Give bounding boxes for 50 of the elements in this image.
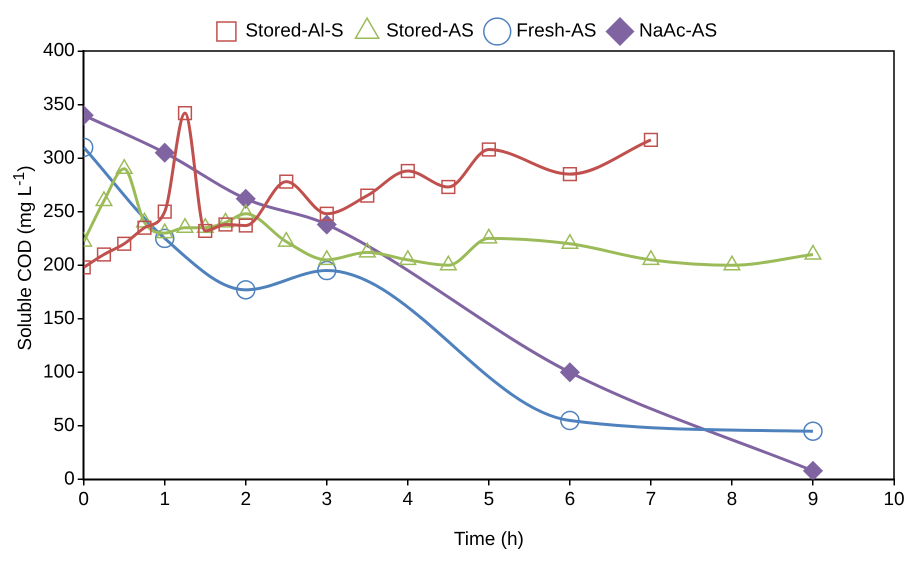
point [803,461,823,480]
y-tick-label: 0 [64,468,75,490]
x-axis-title: Time (h) [454,528,524,550]
legend-label: Stored-Al-S [245,20,344,42]
legend-label: NaAc-AS [638,20,718,42]
point [644,132,658,148]
point [320,206,334,221]
x-tick-label: 5 [484,489,494,510]
point [154,228,174,248]
point [803,421,823,441]
point [236,280,256,300]
y-tick-label: 150 [43,308,75,329]
x-tick-label: 7 [646,489,656,510]
point [218,217,233,232]
x-tick-label: 9 [808,489,818,510]
point [560,410,580,430]
x-tick-label: 8 [726,489,738,510]
point [560,362,580,382]
y-tick-label: 100 [43,362,75,383]
x-tick-label: 10 [883,489,905,510]
point [154,142,174,162]
point [279,174,294,189]
y-tick-label: 350 [43,94,75,115]
x-tick-label: 2 [240,489,252,510]
point [441,180,456,194]
legend-label: Stored-AS [386,20,474,42]
y-tick-label: 300 [43,147,75,168]
point [96,247,112,262]
point [360,188,374,203]
x-tick-label: 6 [564,489,576,510]
point [317,214,337,234]
point [562,167,577,182]
point [178,106,192,120]
legend-label: Fresh-AS [516,20,596,42]
y-tick-label: 250 [43,200,75,222]
x-tick-label: 4 [402,489,414,510]
point [482,142,496,157]
x-tick-label: 0 [78,489,89,510]
y-tick-label: 50 [54,415,75,436]
point [400,164,415,178]
point [317,260,337,280]
point [238,218,253,233]
y-tick-label: 200 [43,254,75,276]
point [236,189,256,209]
point [158,204,172,219]
point [137,220,152,235]
x-tick-label: 3 [322,489,332,510]
x-tick-label: 1 [159,489,170,510]
y-tick-label: 400 [43,40,75,62]
point [117,236,132,251]
